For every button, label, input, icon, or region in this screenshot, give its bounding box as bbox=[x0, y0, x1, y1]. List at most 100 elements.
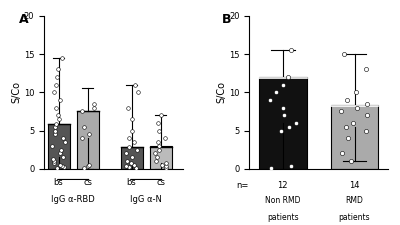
Point bbox=[338, 110, 344, 113]
Point bbox=[129, 129, 135, 132]
Point bbox=[62, 140, 68, 144]
Point bbox=[163, 166, 170, 170]
Point bbox=[154, 155, 160, 159]
Point bbox=[280, 106, 286, 109]
Point bbox=[156, 129, 162, 132]
Point bbox=[53, 83, 59, 86]
Point bbox=[49, 144, 56, 148]
Point bbox=[79, 110, 86, 113]
Point bbox=[348, 159, 354, 163]
Point bbox=[85, 165, 91, 168]
Point bbox=[155, 148, 162, 151]
Point bbox=[52, 133, 58, 136]
Point bbox=[341, 52, 347, 56]
Point bbox=[54, 113, 61, 117]
Point bbox=[128, 155, 135, 159]
Point bbox=[126, 136, 132, 140]
Point bbox=[54, 166, 60, 170]
Bar bbox=[77, 111, 99, 169]
Point bbox=[57, 152, 63, 155]
Bar bbox=[259, 77, 307, 169]
Point bbox=[129, 117, 136, 121]
Point bbox=[86, 163, 92, 167]
Y-axis label: S/Co: S/Co bbox=[216, 81, 226, 103]
Point bbox=[163, 165, 169, 168]
Bar bbox=[48, 124, 70, 169]
Point bbox=[58, 165, 65, 168]
Point bbox=[80, 125, 87, 128]
Text: patients: patients bbox=[339, 213, 370, 222]
Point bbox=[124, 159, 130, 163]
Point bbox=[286, 125, 292, 128]
Point bbox=[123, 165, 130, 168]
Point bbox=[273, 90, 279, 94]
Text: n=: n= bbox=[236, 181, 248, 190]
Point bbox=[288, 165, 294, 168]
Point bbox=[350, 121, 356, 125]
Text: RMD: RMD bbox=[346, 196, 364, 205]
Point bbox=[90, 106, 97, 109]
Point bbox=[278, 129, 284, 132]
Point bbox=[132, 83, 138, 86]
Point bbox=[51, 162, 57, 165]
Point bbox=[60, 155, 66, 159]
Point bbox=[79, 136, 85, 140]
Point bbox=[155, 140, 161, 144]
Point bbox=[57, 98, 63, 102]
Point bbox=[267, 98, 274, 102]
Point bbox=[61, 165, 68, 169]
Point bbox=[363, 129, 370, 132]
Point bbox=[159, 163, 165, 167]
Point bbox=[152, 152, 158, 155]
Point bbox=[51, 159, 57, 163]
Point bbox=[59, 56, 66, 60]
Point bbox=[353, 90, 359, 94]
Point bbox=[58, 148, 64, 151]
Point bbox=[156, 144, 162, 148]
Point bbox=[51, 125, 58, 128]
Point bbox=[124, 106, 131, 109]
Point bbox=[293, 121, 300, 125]
Point bbox=[345, 136, 352, 140]
Point bbox=[51, 129, 58, 132]
Bar bbox=[331, 105, 378, 169]
Point bbox=[60, 136, 66, 140]
Point bbox=[268, 166, 274, 170]
Point bbox=[130, 140, 137, 144]
Point bbox=[364, 113, 370, 117]
Point bbox=[163, 161, 170, 164]
Point bbox=[125, 146, 132, 149]
Point bbox=[53, 123, 59, 126]
Point bbox=[131, 163, 137, 167]
Point bbox=[57, 163, 63, 167]
Point bbox=[363, 68, 370, 71]
Bar bbox=[121, 146, 142, 169]
Point bbox=[90, 102, 97, 106]
Point bbox=[158, 113, 164, 117]
Text: Non RMD: Non RMD bbox=[265, 196, 300, 205]
Text: patients: patients bbox=[267, 213, 298, 222]
Point bbox=[55, 68, 61, 71]
Point bbox=[288, 48, 295, 52]
Point bbox=[53, 106, 59, 109]
Point bbox=[56, 117, 62, 121]
Point bbox=[285, 75, 291, 79]
Point bbox=[50, 157, 56, 161]
Text: B: B bbox=[222, 13, 231, 26]
Bar bbox=[150, 146, 172, 169]
Point bbox=[364, 102, 371, 106]
Y-axis label: S/Co: S/Co bbox=[11, 81, 21, 103]
Point bbox=[51, 90, 57, 94]
Point bbox=[81, 166, 87, 170]
Point bbox=[54, 75, 60, 79]
Point bbox=[134, 148, 140, 151]
Point bbox=[86, 133, 92, 136]
Point bbox=[281, 113, 287, 117]
Point bbox=[344, 98, 350, 102]
Point bbox=[122, 152, 129, 155]
Point bbox=[339, 152, 345, 155]
Point bbox=[128, 162, 134, 165]
Text: IgG α-N: IgG α-N bbox=[130, 195, 162, 204]
Point bbox=[152, 159, 159, 163]
Text: A: A bbox=[19, 13, 29, 26]
